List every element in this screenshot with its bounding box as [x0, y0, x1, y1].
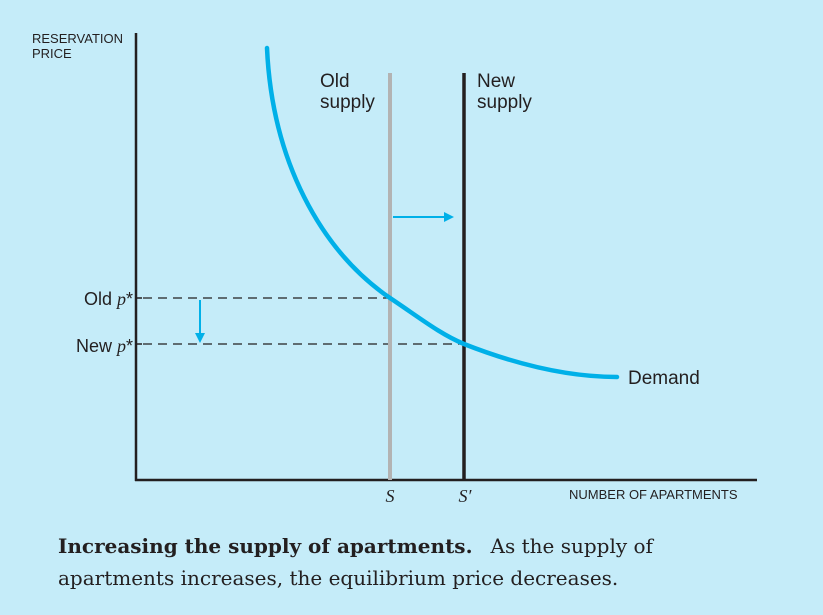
s-prime-tick-label: S′ [459, 486, 473, 506]
demand-curve [264, 45, 620, 380]
figure-caption: Increasing the supply of apartments. As t… [58, 530, 768, 594]
y-axis-label-line1: RESERVATION [32, 31, 123, 46]
demand-label: Demand [628, 368, 700, 389]
x-axis-label: NUMBER OF APARTMENTS [569, 487, 738, 502]
new-supply-label-line1: New [477, 71, 515, 92]
s-tick-label: S [386, 486, 395, 506]
new-price-label: New p* [76, 336, 133, 356]
old-price-label: Old p* [84, 289, 133, 309]
caption-title: Increasing the supply of apartments. [58, 534, 473, 558]
new-supply-label-line2: supply [477, 92, 532, 113]
old-supply-label-line1: Old [320, 71, 350, 92]
old-supply-label-line2: supply [320, 92, 375, 113]
caption-text: As the supply of apartments increases, t… [58, 534, 653, 590]
y-axis-label-line2: PRICE [32, 46, 72, 61]
